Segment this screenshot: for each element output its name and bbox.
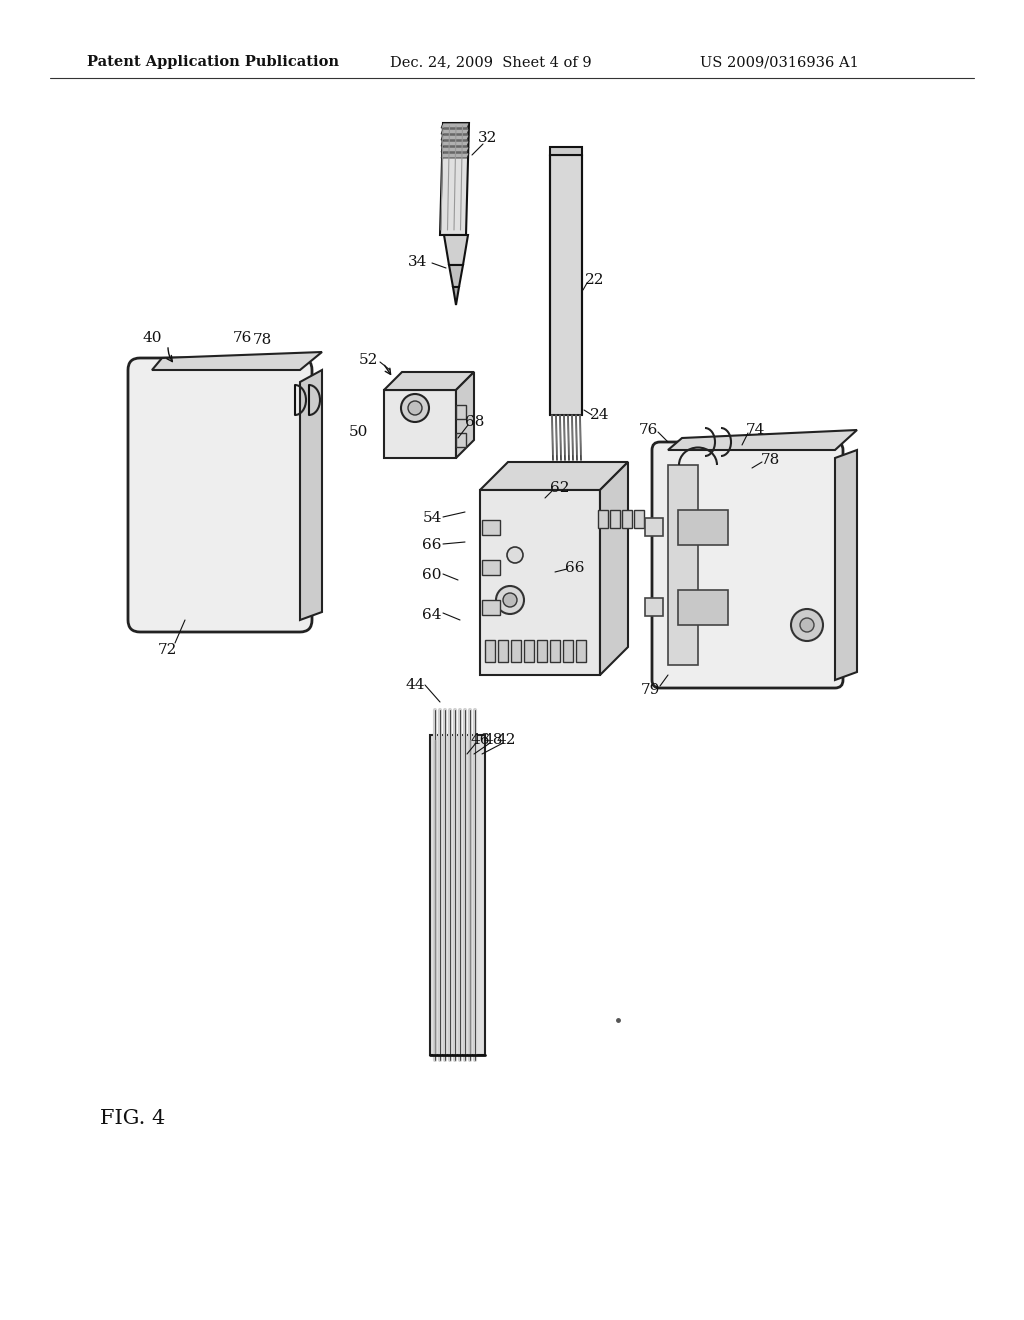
- Text: 44: 44: [406, 678, 425, 692]
- Text: 66: 66: [422, 539, 441, 552]
- Bar: [645, 517, 663, 536]
- Bar: [550, 640, 560, 663]
- Bar: [668, 465, 698, 665]
- Text: 76: 76: [232, 331, 252, 345]
- Text: 50: 50: [348, 425, 368, 440]
- Polygon shape: [300, 370, 322, 620]
- Polygon shape: [441, 141, 469, 147]
- FancyBboxPatch shape: [128, 358, 312, 632]
- Polygon shape: [835, 450, 857, 680]
- Text: 34: 34: [409, 255, 428, 269]
- Text: US 2009/0316936 A1: US 2009/0316936 A1: [700, 55, 859, 69]
- Polygon shape: [152, 352, 322, 370]
- Polygon shape: [440, 123, 469, 235]
- Polygon shape: [384, 372, 474, 389]
- Polygon shape: [441, 147, 469, 152]
- Bar: [511, 640, 521, 663]
- Bar: [482, 560, 500, 576]
- Bar: [480, 490, 600, 675]
- Text: 74: 74: [745, 422, 765, 437]
- Text: 40: 40: [142, 331, 162, 345]
- Text: 76: 76: [638, 422, 657, 437]
- Polygon shape: [441, 123, 469, 128]
- Bar: [384, 389, 456, 458]
- Bar: [456, 433, 466, 447]
- Text: 78: 78: [252, 333, 271, 347]
- Text: FIG. 4: FIG. 4: [100, 1109, 165, 1127]
- Polygon shape: [456, 372, 474, 458]
- Bar: [550, 154, 582, 414]
- Circle shape: [401, 393, 429, 422]
- Text: 46: 46: [470, 733, 489, 747]
- Text: Dec. 24, 2009  Sheet 4 of 9: Dec. 24, 2009 Sheet 4 of 9: [390, 55, 592, 69]
- Bar: [610, 510, 620, 528]
- Polygon shape: [453, 286, 459, 305]
- Text: 66: 66: [565, 561, 585, 576]
- Circle shape: [791, 609, 823, 642]
- Polygon shape: [444, 235, 468, 265]
- Bar: [430, 735, 485, 1055]
- Bar: [634, 510, 644, 528]
- Polygon shape: [441, 135, 469, 140]
- Text: Patent Application Publication: Patent Application Publication: [87, 55, 339, 69]
- Bar: [575, 640, 586, 663]
- Bar: [482, 520, 500, 535]
- Text: 62: 62: [550, 480, 569, 495]
- Text: 24: 24: [590, 408, 609, 422]
- Circle shape: [800, 618, 814, 632]
- Polygon shape: [441, 153, 469, 158]
- Text: 54: 54: [422, 511, 441, 525]
- Polygon shape: [600, 462, 628, 675]
- Text: 68: 68: [465, 414, 484, 429]
- Text: 79: 79: [640, 682, 659, 697]
- Polygon shape: [550, 147, 582, 154]
- Bar: [537, 640, 547, 663]
- Bar: [678, 590, 728, 624]
- Text: 60: 60: [422, 568, 441, 582]
- Bar: [622, 510, 632, 528]
- Bar: [678, 510, 728, 545]
- Text: 72: 72: [158, 643, 177, 657]
- Text: 42: 42: [497, 733, 516, 747]
- Text: 32: 32: [478, 131, 498, 145]
- Bar: [598, 510, 608, 528]
- Polygon shape: [441, 129, 469, 135]
- Circle shape: [503, 593, 517, 607]
- Text: 78: 78: [761, 453, 779, 467]
- Polygon shape: [480, 462, 628, 490]
- Bar: [524, 640, 534, 663]
- Text: 48: 48: [483, 733, 503, 747]
- Bar: [645, 598, 663, 616]
- FancyBboxPatch shape: [652, 442, 843, 688]
- Text: 22: 22: [586, 273, 605, 286]
- Circle shape: [408, 401, 422, 414]
- Polygon shape: [449, 265, 463, 286]
- Circle shape: [507, 546, 523, 564]
- Bar: [482, 601, 500, 615]
- Bar: [456, 405, 466, 418]
- Bar: [485, 640, 495, 663]
- Bar: [498, 640, 508, 663]
- Text: 64: 64: [422, 609, 441, 622]
- Circle shape: [496, 586, 524, 614]
- Text: 52: 52: [358, 352, 378, 367]
- Polygon shape: [668, 430, 857, 450]
- Bar: [563, 640, 573, 663]
